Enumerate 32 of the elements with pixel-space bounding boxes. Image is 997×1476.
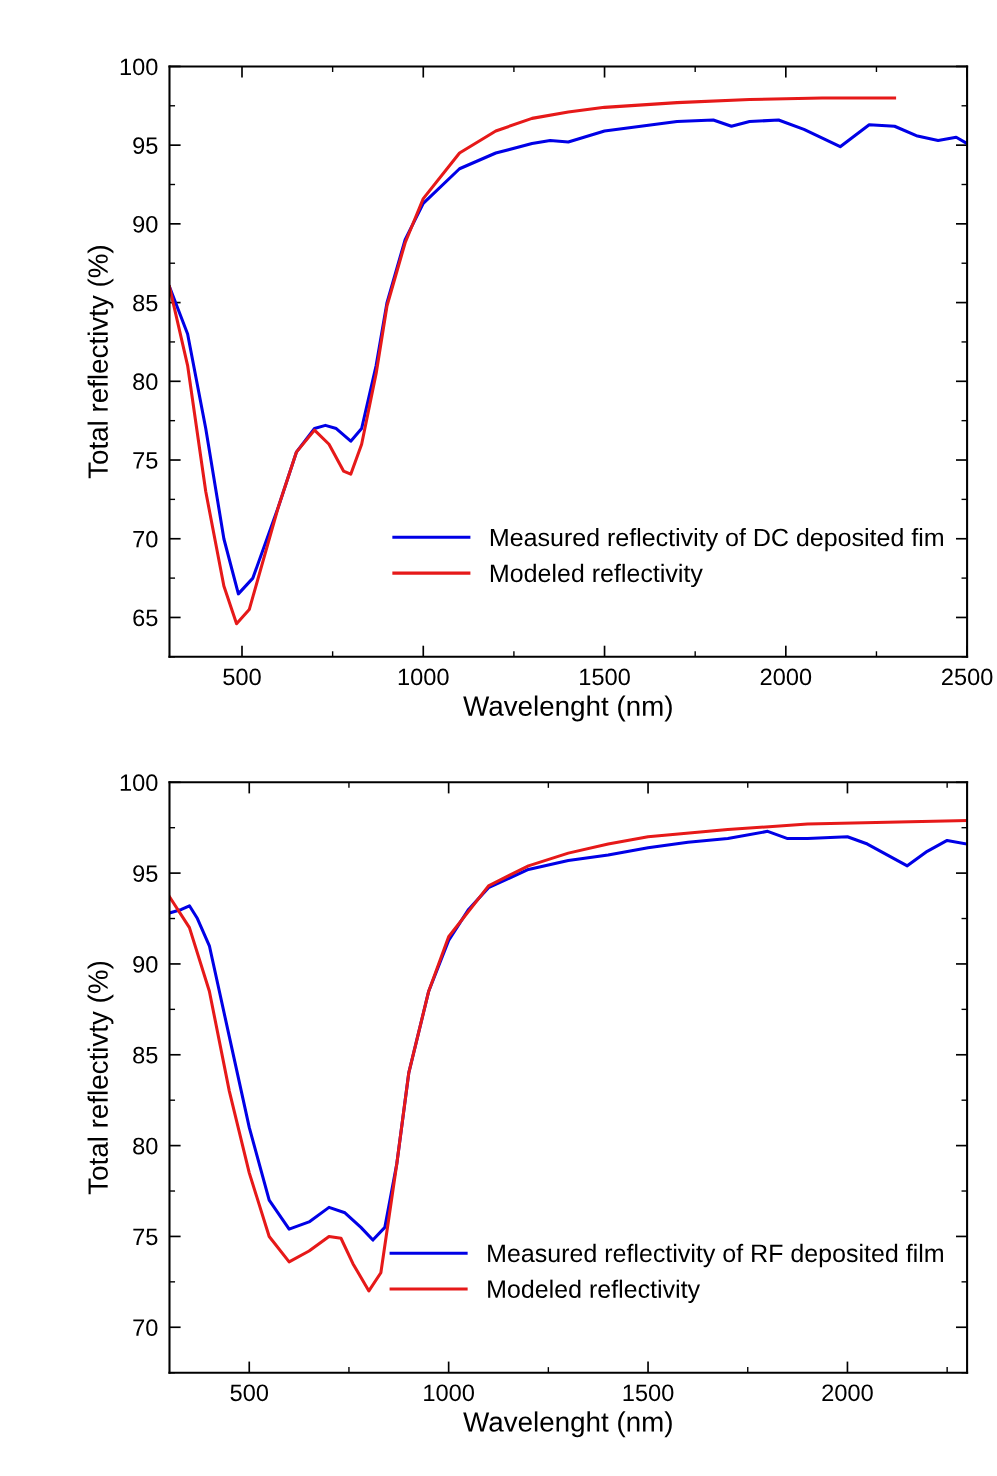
x-tick-label: 1500 xyxy=(623,1384,674,1402)
y-tick-label: 90 xyxy=(133,956,158,973)
x-tick-label: 1000 xyxy=(398,668,449,686)
x-axis-title: Wavelenght (nm) xyxy=(463,695,672,722)
x-tick-label: 2000 xyxy=(760,668,812,686)
y-tick-label: 80 xyxy=(133,1137,158,1155)
legend-label: Modeled reflectivity xyxy=(488,1279,701,1303)
y-tick-label: 90 xyxy=(133,215,158,233)
y-tick-label: 100 xyxy=(120,774,158,792)
y-tick-label: 85 xyxy=(133,1046,158,1064)
x-tick-label: 2000 xyxy=(822,1384,873,1402)
legend-label: Measured reflectivity of RF deposited film xyxy=(488,1243,943,1268)
legend-label: Measured reflectivity of DC deposited fim xyxy=(490,527,943,552)
y-tick-label: 95 xyxy=(133,137,158,154)
y-tick-label: 75 xyxy=(133,1228,158,1246)
y-axis-title: Total reflectivty (%) xyxy=(87,961,114,1195)
y-axis-title: Total reflectivty (%) xyxy=(87,246,114,479)
y-tick-label: 85 xyxy=(133,294,158,312)
x-tick-label: 500 xyxy=(223,668,261,686)
x-tick-label: 1500 xyxy=(580,668,630,686)
x-tick-label: 2500 xyxy=(942,668,993,686)
y-tick-label: 75 xyxy=(133,452,158,469)
y-tick-label: 65 xyxy=(133,609,158,627)
x-tick-label: 1000 xyxy=(424,1384,474,1402)
x-axis-title: Wavelenght (nm) xyxy=(463,1411,672,1438)
y-tick-label: 100 xyxy=(120,58,158,76)
legend-label: Modeled reflectivity xyxy=(490,563,703,588)
y-tick-label: 95 xyxy=(133,865,158,882)
x-tick-label: 500 xyxy=(230,1384,269,1402)
y-tick-label: 70 xyxy=(133,530,158,548)
y-tick-label: 80 xyxy=(133,373,158,391)
y-tick-label: 70 xyxy=(133,1319,158,1337)
